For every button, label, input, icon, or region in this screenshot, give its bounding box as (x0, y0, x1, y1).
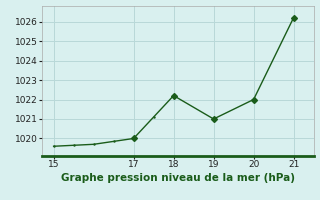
X-axis label: Graphe pression niveau de la mer (hPa): Graphe pression niveau de la mer (hPa) (60, 173, 295, 183)
